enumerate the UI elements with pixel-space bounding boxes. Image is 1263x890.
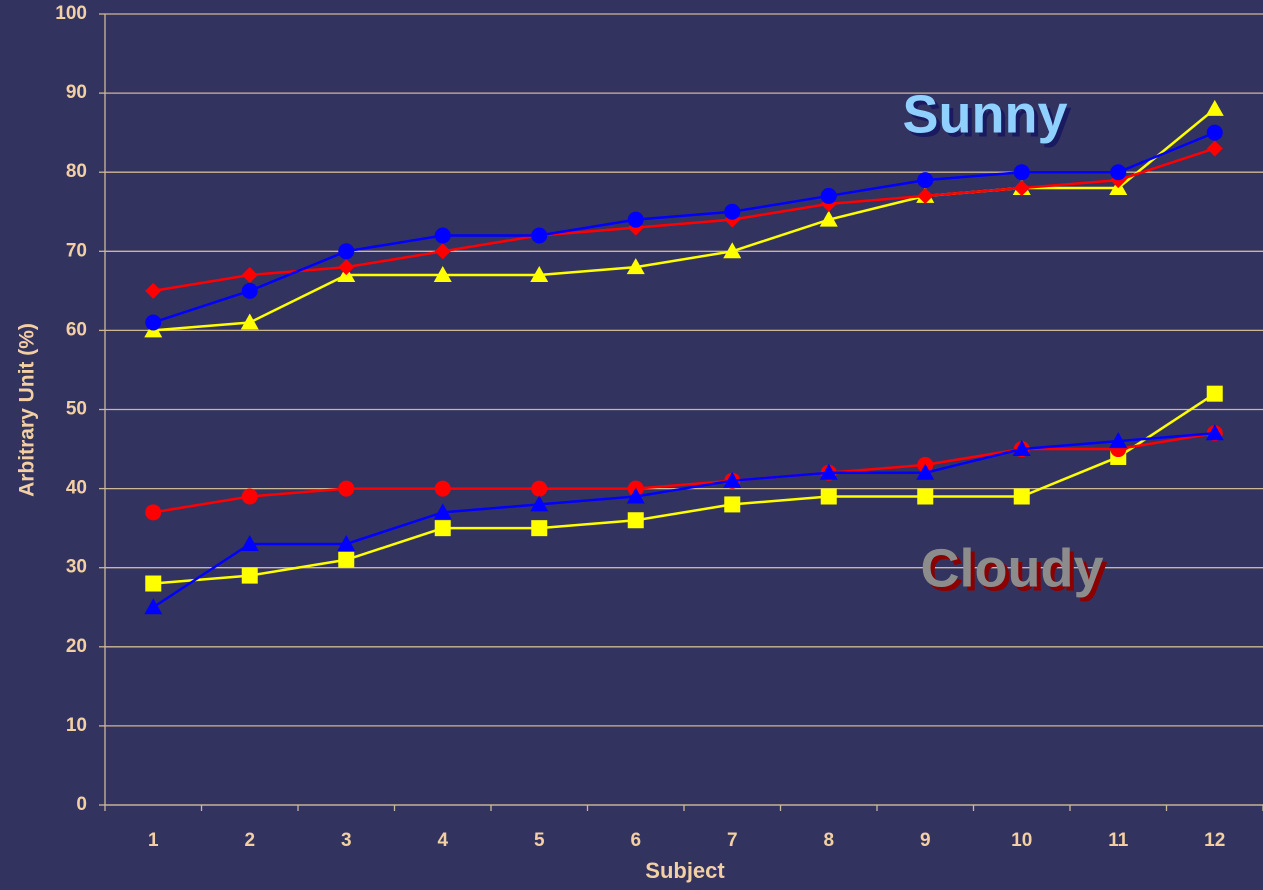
marker [820,488,837,505]
marker [1110,164,1127,181]
marker [338,551,355,568]
y-tick-label: 20 [66,636,87,657]
marker [916,463,935,480]
x-tick-label: 11 [1108,830,1129,851]
y-tick-label: 100 [55,3,87,24]
marker [1205,424,1224,441]
x-tick-label: 2 [244,830,255,851]
marker [724,496,741,513]
y-tick-label: 60 [66,319,87,340]
marker [144,598,163,615]
marker [1013,180,1030,197]
y-tick-label: 10 [66,715,87,736]
annotation-shadow: Sunny [906,88,1071,148]
x-axis-label: Subject [645,858,725,883]
annotation: Sunny [902,84,1067,144]
marker [241,267,258,284]
annotation-shadow: Cloudy [925,542,1108,602]
marker [819,463,838,480]
marker [530,495,549,512]
x-tick-label: 9 [920,830,931,851]
marker [240,313,259,330]
marker [240,534,259,551]
marker [627,512,644,529]
series-line [153,107,1216,332]
marker [819,210,838,227]
marker [531,480,548,497]
y-tick-label: 70 [66,240,87,261]
marker [1206,124,1223,141]
x-tick-label: 12 [1204,830,1225,851]
marker [917,187,934,204]
series-line [153,147,1216,293]
marker [723,471,742,488]
marker [145,575,162,592]
series-line [152,131,1216,324]
marker [723,242,742,259]
marker [917,488,934,505]
marker [626,487,645,504]
marker [433,503,452,520]
x-tick-label: 8 [823,830,834,851]
y-tick-label: 0 [76,794,87,815]
marker [338,480,355,497]
series-line [153,431,1215,514]
marker [724,203,741,220]
y-tick-label: 50 [66,399,87,420]
marker [917,172,934,189]
x-tick-label: 5 [534,830,545,851]
marker [1205,99,1224,116]
y-axis-label: Arbitrary Unit (%) [16,323,39,497]
marker [338,243,355,260]
marker [1013,488,1030,505]
marker [145,504,162,521]
marker [1206,140,1223,157]
x-tick-label: 6 [630,830,641,851]
annotation: Cloudy [921,538,1104,598]
marker [145,282,162,299]
marker [434,243,451,260]
marker [241,282,258,299]
marker [337,534,356,551]
x-tick-label: 4 [437,830,448,851]
marker [626,258,645,275]
marker [530,266,549,283]
marker [434,520,451,537]
marker [1206,385,1223,402]
marker [1012,440,1031,457]
y-tick-label: 90 [66,82,87,103]
x-tick-label: 10 [1011,830,1032,851]
marker [241,567,258,584]
marker [531,520,548,537]
marker [241,488,258,505]
x-tick-label: 7 [727,830,738,851]
marker [627,211,644,228]
x-tick-label: 1 [148,830,159,851]
marker [1109,432,1128,449]
y-tick-label: 80 [66,161,87,182]
series-line [153,392,1216,585]
marker [820,187,837,204]
marker [338,259,355,276]
marker [1013,164,1030,181]
marker [433,266,452,283]
marker [531,227,548,244]
marker [434,227,451,244]
y-tick-label: 40 [66,478,87,499]
y-tick-label: 30 [66,557,87,578]
marker [145,314,162,331]
series-line [152,431,1215,609]
marker [434,480,451,497]
x-tick-label: 3 [341,830,352,851]
